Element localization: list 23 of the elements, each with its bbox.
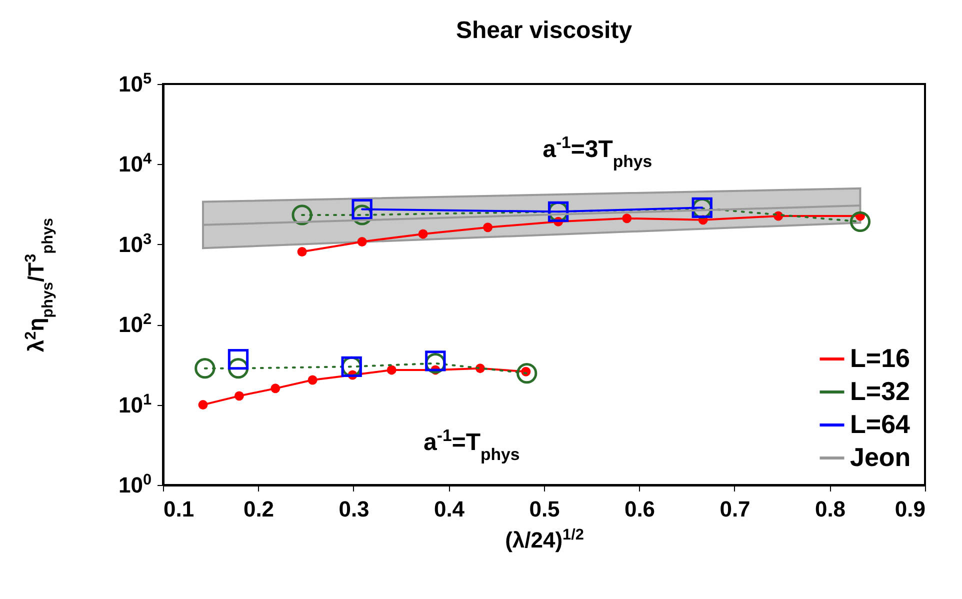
x-tick-label: 0.8 <box>814 496 846 522</box>
legend-label: L=64 <box>850 409 911 439</box>
x-tick-label: 0.3 <box>338 496 370 522</box>
y-tick-label: 10$^{3}$ <box>118 230 152 257</box>
x-tick-label: 0.5 <box>529 496 560 522</box>
chart-title: Shear viscosity <box>456 17 633 44</box>
y-tick-label: 10$^{4}$ <box>118 150 152 177</box>
annotation: a$^{-1}$=T$_{phys}$ <box>424 425 520 464</box>
x-tick-label: 0.6 <box>624 496 656 522</box>
x-axis-title: (λ/24)$^{1/2}$ <box>505 526 584 552</box>
x-tick-label: 0.4 <box>434 496 466 522</box>
x-tick-label: 0.9 <box>894 496 926 522</box>
y-tick-label: 10$^{1}$ <box>118 390 152 418</box>
annotation: a$^{-1}$=3T$_{phys}$ <box>542 132 652 171</box>
x-tick-label: 0.1 <box>164 496 194 522</box>
legend-label: L=16 <box>850 343 910 373</box>
legend-label: L=32 <box>850 376 910 406</box>
y-tick-label: 10$^{2}$ <box>118 310 152 338</box>
x-tick-label: 0.2 <box>243 496 274 522</box>
y-tick-label: 10$^{0}$ <box>118 471 152 498</box>
y-tick-label: 10$^{5}$ <box>118 70 152 96</box>
legend-label: Jeon <box>850 442 911 472</box>
x-tick-label: 0.7 <box>720 496 750 522</box>
